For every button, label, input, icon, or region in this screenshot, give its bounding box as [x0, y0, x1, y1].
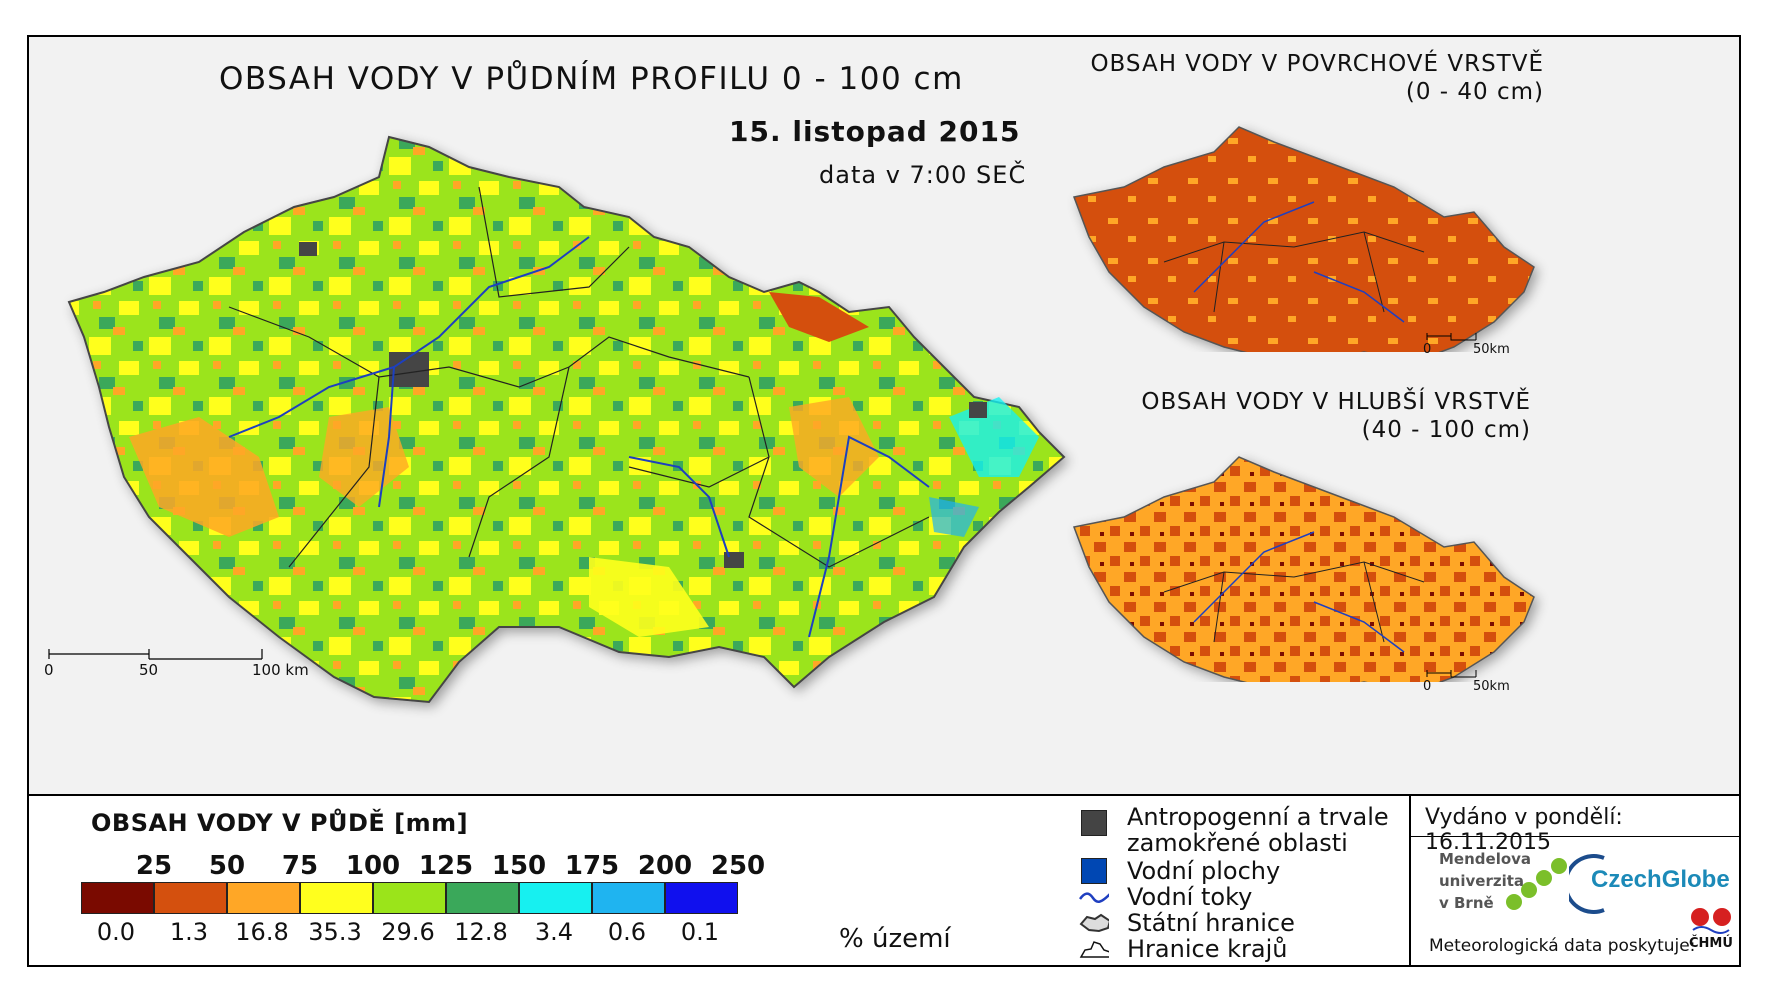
legend-swatch: [154, 882, 227, 914]
legend-percent: 1.3: [169, 918, 209, 946]
map-area: OBSAH VODY V PŮDNÍM PROFILU 0 - 100 cm 1…: [29, 37, 1739, 794]
main-title: OBSAH VODY V PŮDNÍM PROFILU 0 - 100 cm: [219, 61, 964, 97]
legend-swatch: [665, 882, 738, 914]
inset-bottom-subtitle: (40 - 100 cm): [1361, 417, 1531, 443]
blue-square-icon: [1079, 858, 1109, 884]
legend-percent: 0.0: [96, 918, 136, 946]
legend-swatch: [300, 882, 373, 914]
legend-swatch: [592, 882, 665, 914]
inset-top-map: [1072, 126, 1535, 352]
legend-divider-vertical: [1409, 796, 1411, 965]
legend-threshold: 50: [208, 851, 246, 881]
symbol-label-rivers: Vodní toky: [1127, 883, 1253, 911]
symbol-label-water-bodies: Vodní plochy: [1127, 857, 1281, 885]
symbol-anthropogenic: Antropogenní a trvale zamokřené oblasti: [1079, 804, 1389, 856]
mendel-logo: Mendelova univerzita v Brně: [1439, 848, 1567, 914]
inset-bottom-map: [1072, 456, 1535, 682]
legend-threshold: 150: [491, 851, 547, 881]
legend-swatch: [519, 882, 592, 914]
legend-swatch: [373, 882, 446, 914]
state-border-icon: [1079, 910, 1109, 936]
map-frame: OBSAH VODY V PŮDNÍM PROFILU 0 - 100 cm 1…: [27, 35, 1741, 967]
symbol-rivers: Vodní toky: [1079, 884, 1252, 910]
czechglobe-logo: CzechGlobe: [1569, 854, 1730, 914]
symbol-label-region-border: Hranice krajů: [1127, 935, 1288, 963]
scale-label-50: 50: [139, 661, 159, 679]
inset-bottom-scale-50: 50km: [1473, 679, 1510, 694]
legend-percent: 3.4: [534, 918, 574, 946]
symbol-region-border: Hranice krajů: [1079, 936, 1287, 962]
inset-top-title: OBSAH VODY V POVRCHOVÉ VRSTVĚ: [1090, 51, 1544, 77]
legend-threshold: 200: [637, 851, 693, 881]
symbol-water-bodies: Vodní plochy: [1079, 858, 1280, 884]
percent-unit: % území: [839, 924, 951, 954]
legend-swatch: [446, 882, 519, 914]
legend-percent: 16.8: [235, 918, 289, 946]
map-legend-divider: [29, 794, 1739, 796]
inset-top-scale-bar: 0 50km: [1421, 332, 1521, 362]
legend-panel: OBSAH VODY V PŮDĚ [mm] 25 50 75 100 125 150 17…: [29, 796, 1739, 965]
dark-square-icon: [1079, 810, 1109, 836]
met-data-provider: Meteorologická data poskytuje:: [1429, 936, 1696, 956]
legend-swatch: [81, 882, 154, 914]
scale-label-100: 100 km: [252, 661, 309, 679]
inset-top-scale-0: 0: [1423, 342, 1432, 357]
czech-republic-main: [67, 135, 1066, 704]
mendel-dots-icon: [1506, 858, 1567, 910]
chmu-logo-text: ČHMÚ: [1689, 936, 1733, 951]
region-border-icon: [1079, 936, 1109, 962]
symbol-label-anthropogenic: Antropogenní a trvale zamokřené oblasti: [1127, 803, 1389, 857]
inset-top-scale-50: 50km: [1473, 342, 1510, 357]
czechglobe-logo-text: CzechGlobe: [1591, 866, 1730, 893]
inset-top-subtitle: (0 - 40 cm): [1405, 79, 1544, 105]
legend-percent: 29.6: [381, 918, 435, 946]
inset-bottom-scale-bar: 0 50km: [1421, 669, 1521, 699]
legend-percent: 0.1: [680, 918, 720, 946]
legend-threshold: 175: [564, 851, 620, 881]
legend-threshold: 100: [345, 851, 401, 881]
symbol-state-border: Státní hranice: [1079, 910, 1295, 936]
legend-threshold: 75: [281, 851, 319, 881]
legend-threshold: 125: [418, 851, 474, 881]
chmu-logo: ČHMÚ: [1689, 906, 1735, 951]
issued-box: Vydáno v pondělí: 16.11.2015: [1411, 796, 1739, 855]
data-time: data v 7:00 SEČ: [819, 161, 1027, 189]
chmu-logo-icon: [1691, 908, 1731, 934]
map-date: 15. listopad 2015: [729, 115, 1021, 148]
legend-threshold: 250: [710, 851, 766, 881]
legend-swatch: [227, 882, 300, 914]
mendel-logo-text: Mendelova univerzita v Brně: [1439, 850, 1532, 912]
czechglobe-arc-icon: [1569, 854, 1605, 914]
legend-percent: 0.6: [607, 918, 647, 946]
issued-date: Vydáno v pondělí: 16.11.2015: [1425, 805, 1623, 855]
river-line-icon: [1079, 884, 1109, 910]
legend-percent: 12.8: [454, 918, 508, 946]
main-scale-bar: 0 50 100 km: [44, 647, 309, 679]
inset-bottom-title: OBSAH VODY V HLUBŠÍ VRSTVĚ: [1141, 389, 1531, 415]
legend-threshold: 25: [135, 851, 173, 881]
legend-title: OBSAH VODY V PŮDĚ [mm]: [91, 809, 469, 837]
scale-label-0: 0: [44, 661, 54, 679]
legend-percent: 35.3: [308, 918, 362, 946]
symbol-label-state-border: Státní hranice: [1127, 909, 1295, 937]
inset-bottom-scale-0: 0: [1423, 679, 1432, 694]
main-map: [67, 135, 1066, 704]
